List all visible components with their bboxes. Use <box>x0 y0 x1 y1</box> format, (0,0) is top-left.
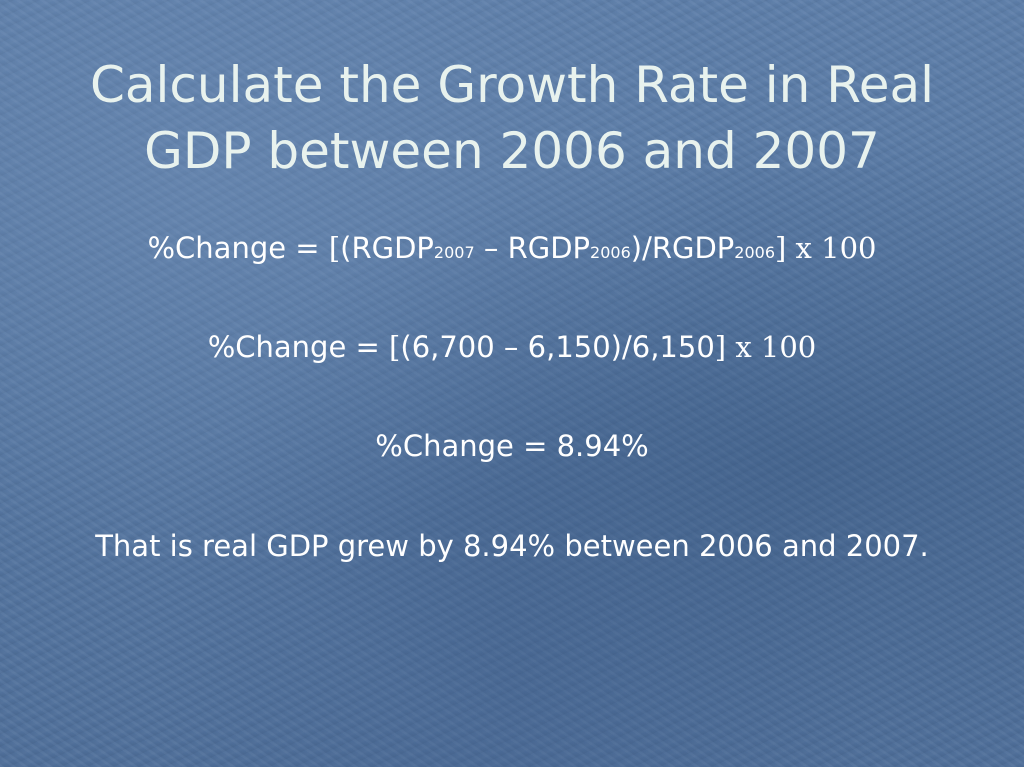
formula-times: x 100 <box>786 231 877 265</box>
formula-minus: – <box>474 231 508 265</box>
formula-divide: )/ <box>630 231 652 265</box>
formula-open-bracket: [ <box>328 231 341 265</box>
slide-title: Calculate the Growth Rate in Real GDP be… <box>40 52 984 184</box>
substitution-times: x 100 <box>726 330 817 364</box>
substitution-open-bracket: [ <box>389 330 401 364</box>
formula-term-2-subscript: 2006 <box>590 243 631 262</box>
substitution-prefix: %Change = <box>207 330 390 364</box>
substitution-expression: (6,700 – 6,150)/6,150 <box>400 330 715 364</box>
formula-close-bracket: ] <box>775 231 787 265</box>
result-line: %Change = 8.94% <box>375 429 649 463</box>
formula-term-3: RGDP <box>651 231 735 265</box>
formula-prefix: %Change = <box>147 231 329 265</box>
title-line-2: GDP between 2006 and 2007 <box>144 122 880 180</box>
substitution-line: %Change = [(6,700 – 6,150)/6,150] x 100 <box>20 327 1004 367</box>
formula-open-paren: ( <box>340 231 352 265</box>
formula-term-1-subscript: 2007 <box>433 243 475 262</box>
formula-line: %Change = [(RGDP2007 – RGDP2006)/RGDP200… <box>20 228 1004 273</box>
formula-term-2: RGDP <box>507 231 591 265</box>
formula-term-3-subscript: 2006 <box>734 243 776 262</box>
conclusion-line: That is real GDP grew by 8.94% between 2… <box>95 529 929 563</box>
formula-term-1: RGDP <box>351 231 434 265</box>
substitution-close-bracket: ] <box>714 330 727 364</box>
title-line-1: Calculate the Growth Rate in Real <box>89 56 935 114</box>
